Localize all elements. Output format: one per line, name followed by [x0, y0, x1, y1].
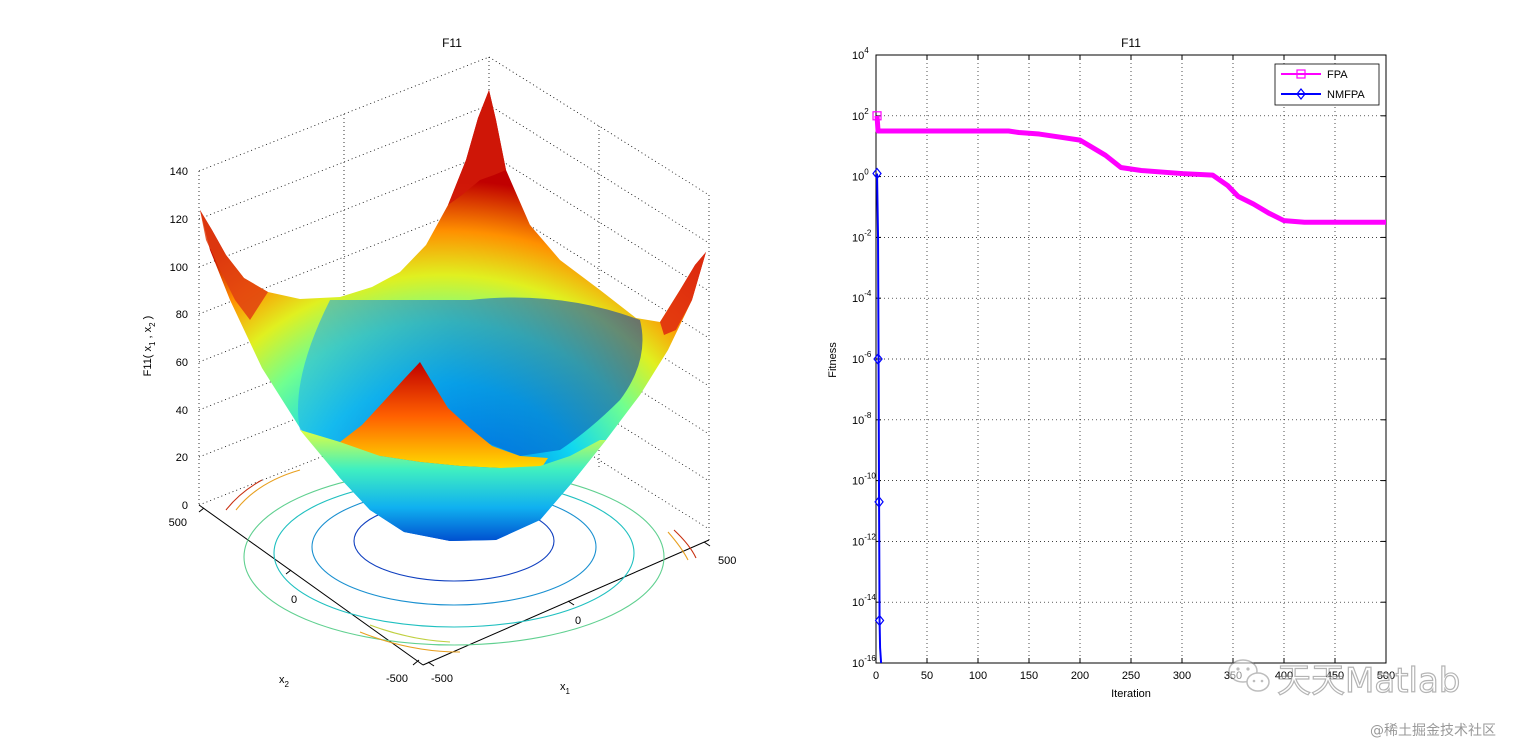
- x1-tick-label: 500: [718, 555, 736, 567]
- z-tick-label: 20: [176, 452, 188, 464]
- x-tick-label: 400: [1275, 670, 1293, 682]
- z-label-end: ): [142, 316, 154, 323]
- y-tick-label: 10-6: [852, 350, 872, 366]
- surface-mesh: [200, 90, 706, 541]
- legend: FPA NMFPA: [1274, 63, 1380, 106]
- y-tick-label: 10-2: [852, 228, 872, 244]
- surface-xlabel: x1: [560, 681, 571, 696]
- grid: [876, 55, 1386, 663]
- series-marker-fpa: [872, 111, 882, 121]
- x-tick-label: 150: [1020, 670, 1038, 682]
- y-tick-labels: 104 102 100 10-2 10-4 10-6 10-8 10-10 10-12 10-14…: [852, 46, 876, 670]
- x1-tick-label: -500: [431, 673, 453, 685]
- legend-fpa-label: FPA: [1327, 69, 1348, 81]
- x2-tick-label: 500: [169, 517, 187, 529]
- y-tick-label: 10-4: [852, 289, 872, 305]
- y-tick-label: 10-14: [852, 593, 876, 609]
- surface-zlabel: F11( x1 , x2 ): [142, 316, 157, 377]
- watermark-site: @稀土掘金技术社区: [1370, 723, 1496, 739]
- surface-plot: 0 20 40 60 80 100 120 140 500 0 -500 -50…: [142, 36, 736, 696]
- z-label-sub2: 2: [148, 322, 157, 327]
- x-tick-label: 50: [921, 670, 933, 682]
- y-tick-label: 10-12: [852, 532, 876, 548]
- z-tick-label: 120: [170, 214, 188, 226]
- series-marker-nmfpa: [874, 495, 884, 508]
- z-tick-label: 80: [176, 309, 188, 321]
- x-tick-label: 200: [1071, 670, 1089, 682]
- line-xlabel: Iteration: [1111, 688, 1151, 700]
- z-tick-label: 140: [170, 166, 188, 178]
- legend-nmfpa-marker: [1296, 88, 1306, 100]
- series-marker-nmfpa: [873, 353, 883, 365]
- series-line-fpa: [874, 115, 1386, 225]
- x2-label-sub: 2: [285, 680, 290, 689]
- x1-tick-label: 0: [575, 615, 581, 627]
- x1-label: x: [560, 681, 566, 693]
- legend-box: [1274, 63, 1380, 106]
- wechat-icon: [1228, 659, 1270, 692]
- y-tick-label: 10-16: [852, 654, 876, 670]
- y-tick-label: 10-10: [852, 472, 876, 488]
- x2-tick-label: 0: [291, 594, 297, 606]
- watermark-brand: 天天Matlab: [1277, 661, 1460, 701]
- surface-title: F11: [442, 36, 462, 50]
- y-tick-label: 100: [852, 168, 869, 184]
- x1-label-sub: 1: [566, 687, 571, 696]
- convergence-plot: 050100150200250300350400450500 104102100…: [827, 36, 1395, 700]
- z-tick-label: 0: [182, 500, 188, 512]
- z-label-main: F11( x: [142, 345, 154, 376]
- x-tick-label: 300: [1173, 670, 1191, 682]
- series: [872, 111, 1386, 664]
- x-tick-label: 500: [1377, 670, 1395, 682]
- z-tick-label: 100: [170, 262, 188, 274]
- surface-x2-ticks: 500 0 -500: [169, 517, 408, 685]
- y-tick-label: 10-8: [852, 411, 872, 427]
- series-line-nmfpa: [876, 173, 883, 664]
- x-tick-label: 450: [1326, 670, 1344, 682]
- legend-fpa-marker: [1296, 69, 1306, 79]
- x-tick-label: 250: [1122, 670, 1140, 682]
- y-tick-label: 102: [852, 107, 869, 123]
- z-tick-label: 40: [176, 405, 188, 417]
- z-label-mid: , x: [142, 326, 154, 341]
- series-marker-nmfpa: [872, 167, 882, 180]
- x-tick-label: 100: [969, 670, 987, 682]
- legend-nmfpa-label: NMFPA: [1327, 89, 1365, 101]
- axis-ticks: [875, 54, 1387, 664]
- line-title: F11: [1121, 36, 1141, 50]
- series-marker-nmfpa: [874, 614, 885, 627]
- x2-tick-label: -500: [386, 673, 408, 685]
- y-tick-label: 104: [852, 46, 869, 62]
- surface-z-ticks: 0 20 40 60 80 100 120 140: [170, 166, 188, 512]
- surface-floor-axes: [198, 504, 711, 667]
- surface-x1-ticks: -500 0 500: [431, 555, 736, 685]
- z-label-sub1: 1: [148, 341, 157, 346]
- surface-ylabel: x2: [279, 674, 290, 689]
- z-tick-label: 60: [176, 357, 188, 369]
- watermark: 天天Matlab: [1228, 659, 1461, 702]
- x-tick-label: 0: [873, 670, 879, 682]
- line-ylabel: Fitness: [827, 342, 839, 378]
- x2-label: x: [279, 674, 285, 686]
